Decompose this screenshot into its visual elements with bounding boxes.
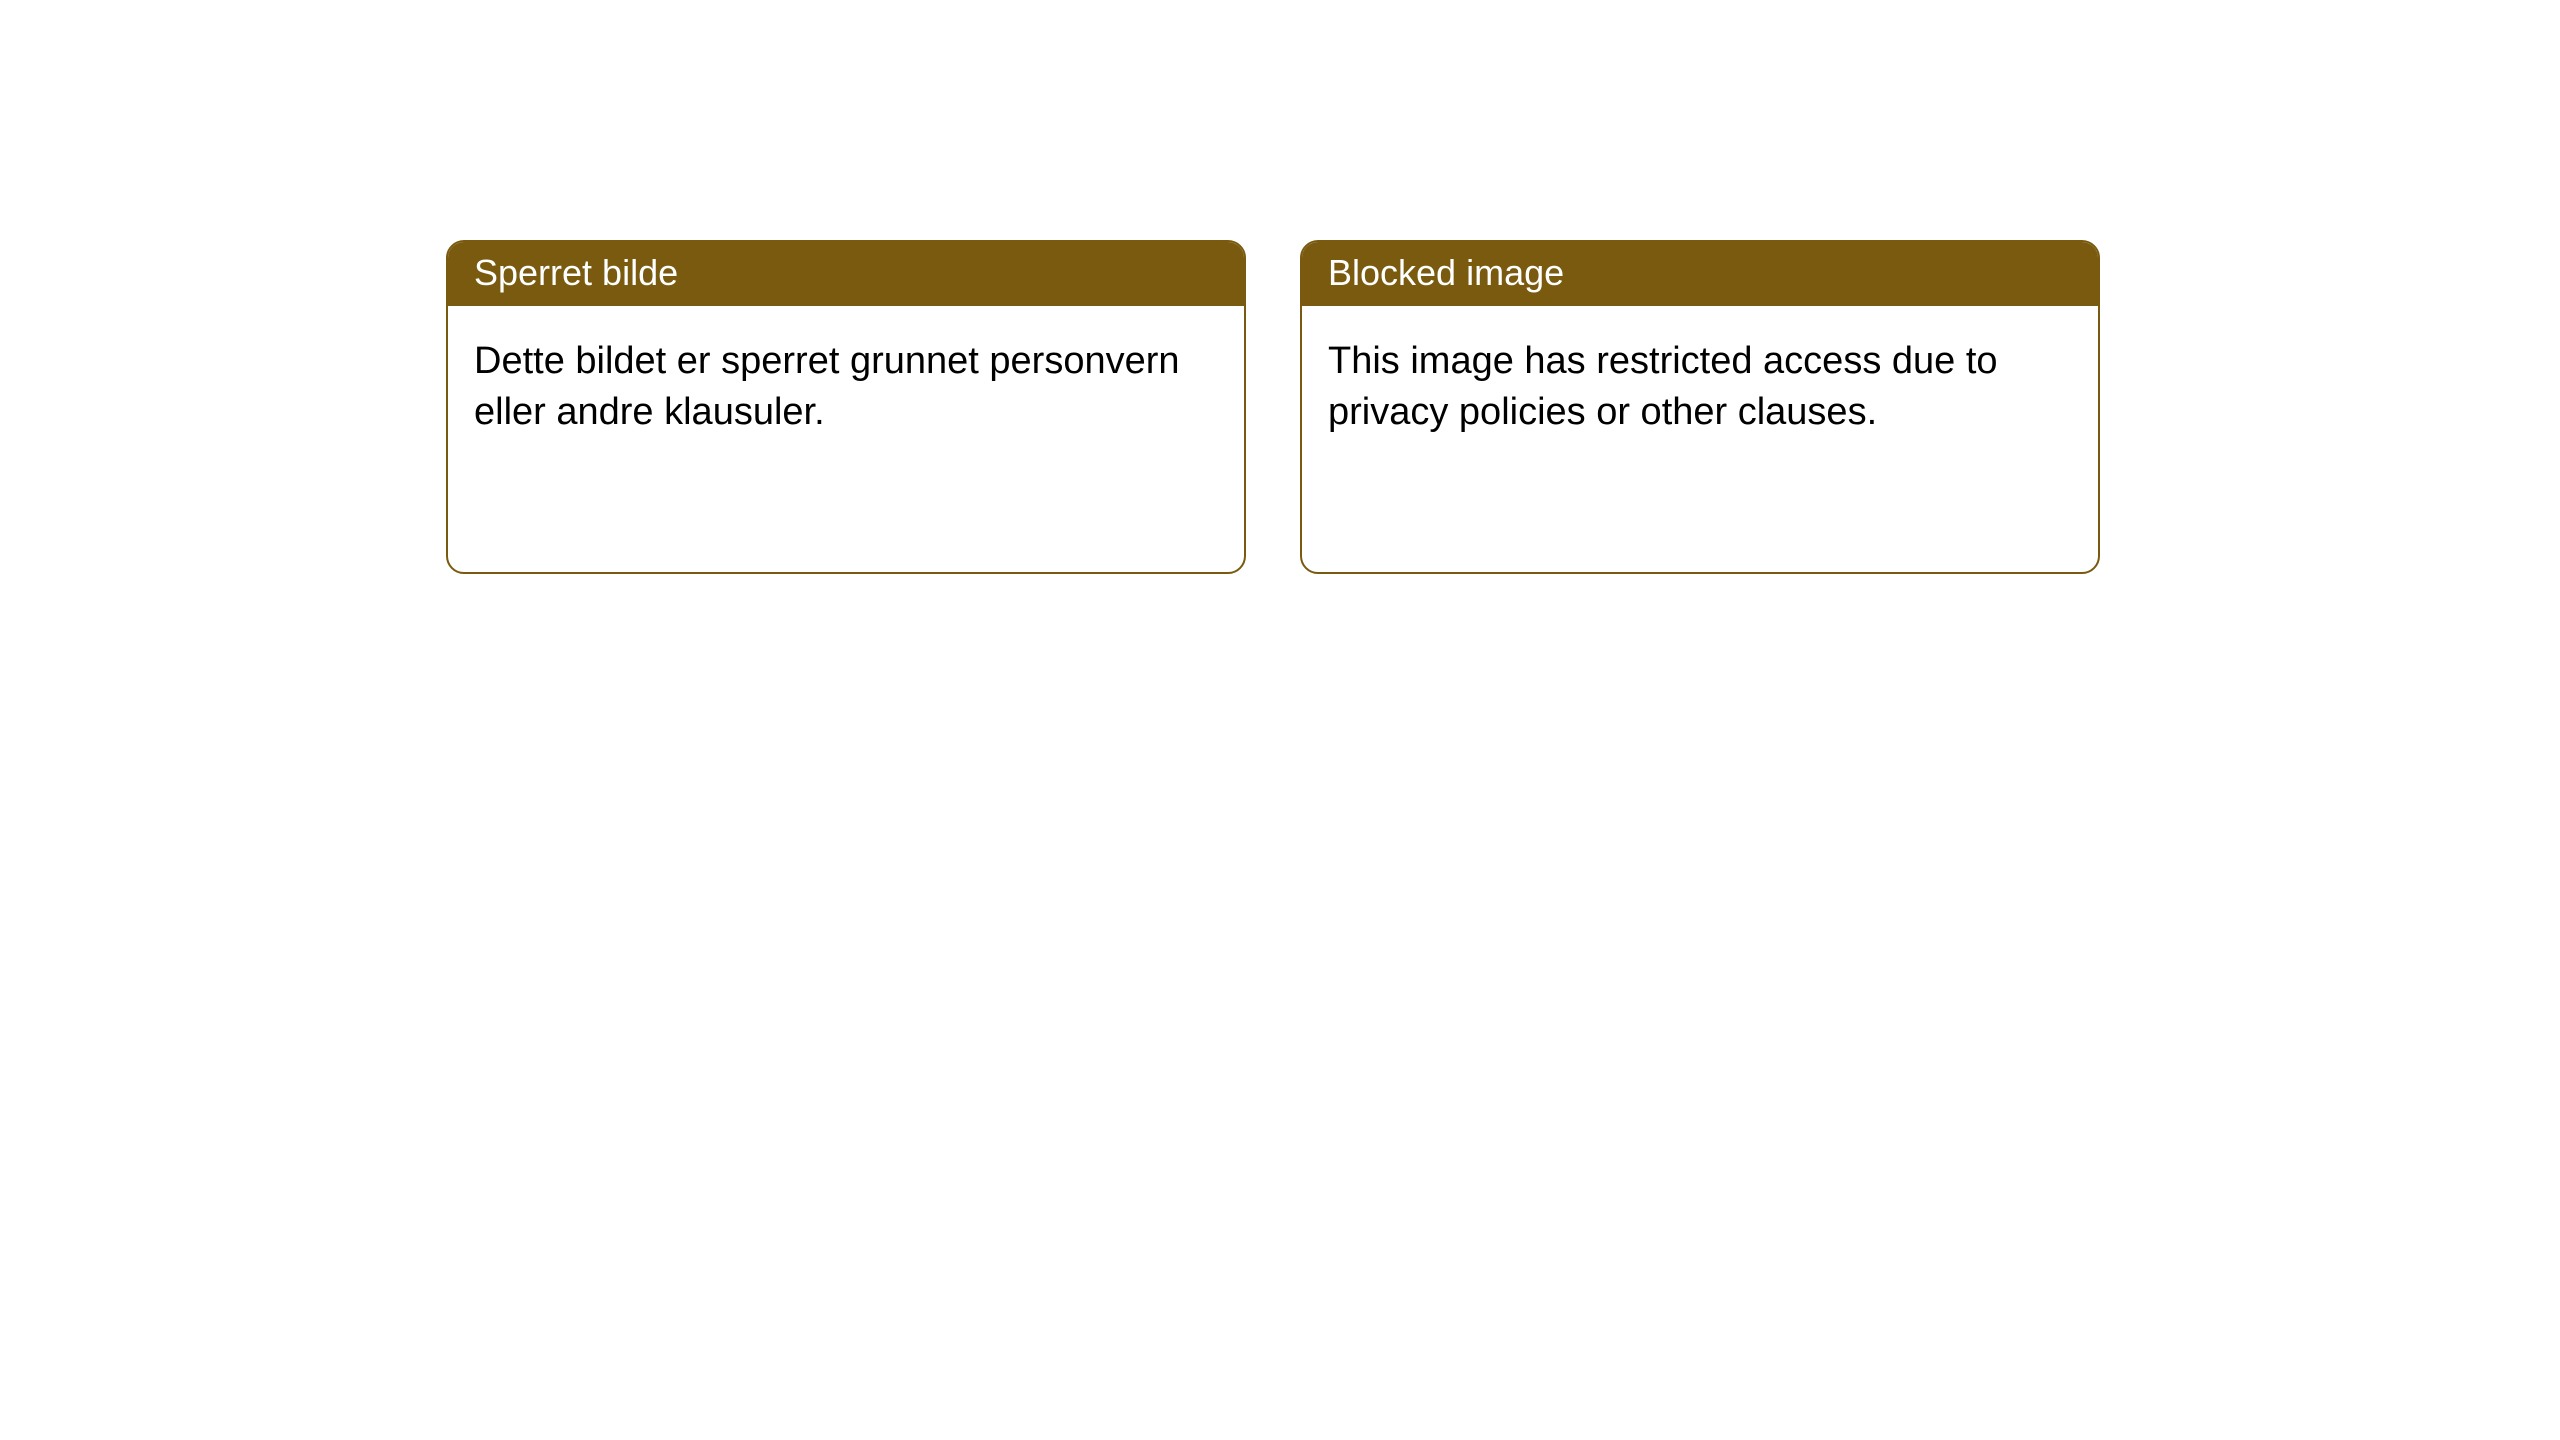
notice-box-en: Blocked image This image has restricted … xyxy=(1300,240,2100,574)
notice-body-en: This image has restricted access due to … xyxy=(1302,306,2098,469)
notice-container: Sperret bilde Dette bildet er sperret gr… xyxy=(0,0,2560,574)
notice-header-no: Sperret bilde xyxy=(448,242,1244,306)
notice-box-no: Sperret bilde Dette bildet er sperret gr… xyxy=(446,240,1246,574)
notice-header-en: Blocked image xyxy=(1302,242,2098,306)
notice-body-no: Dette bildet er sperret grunnet personve… xyxy=(448,306,1244,469)
